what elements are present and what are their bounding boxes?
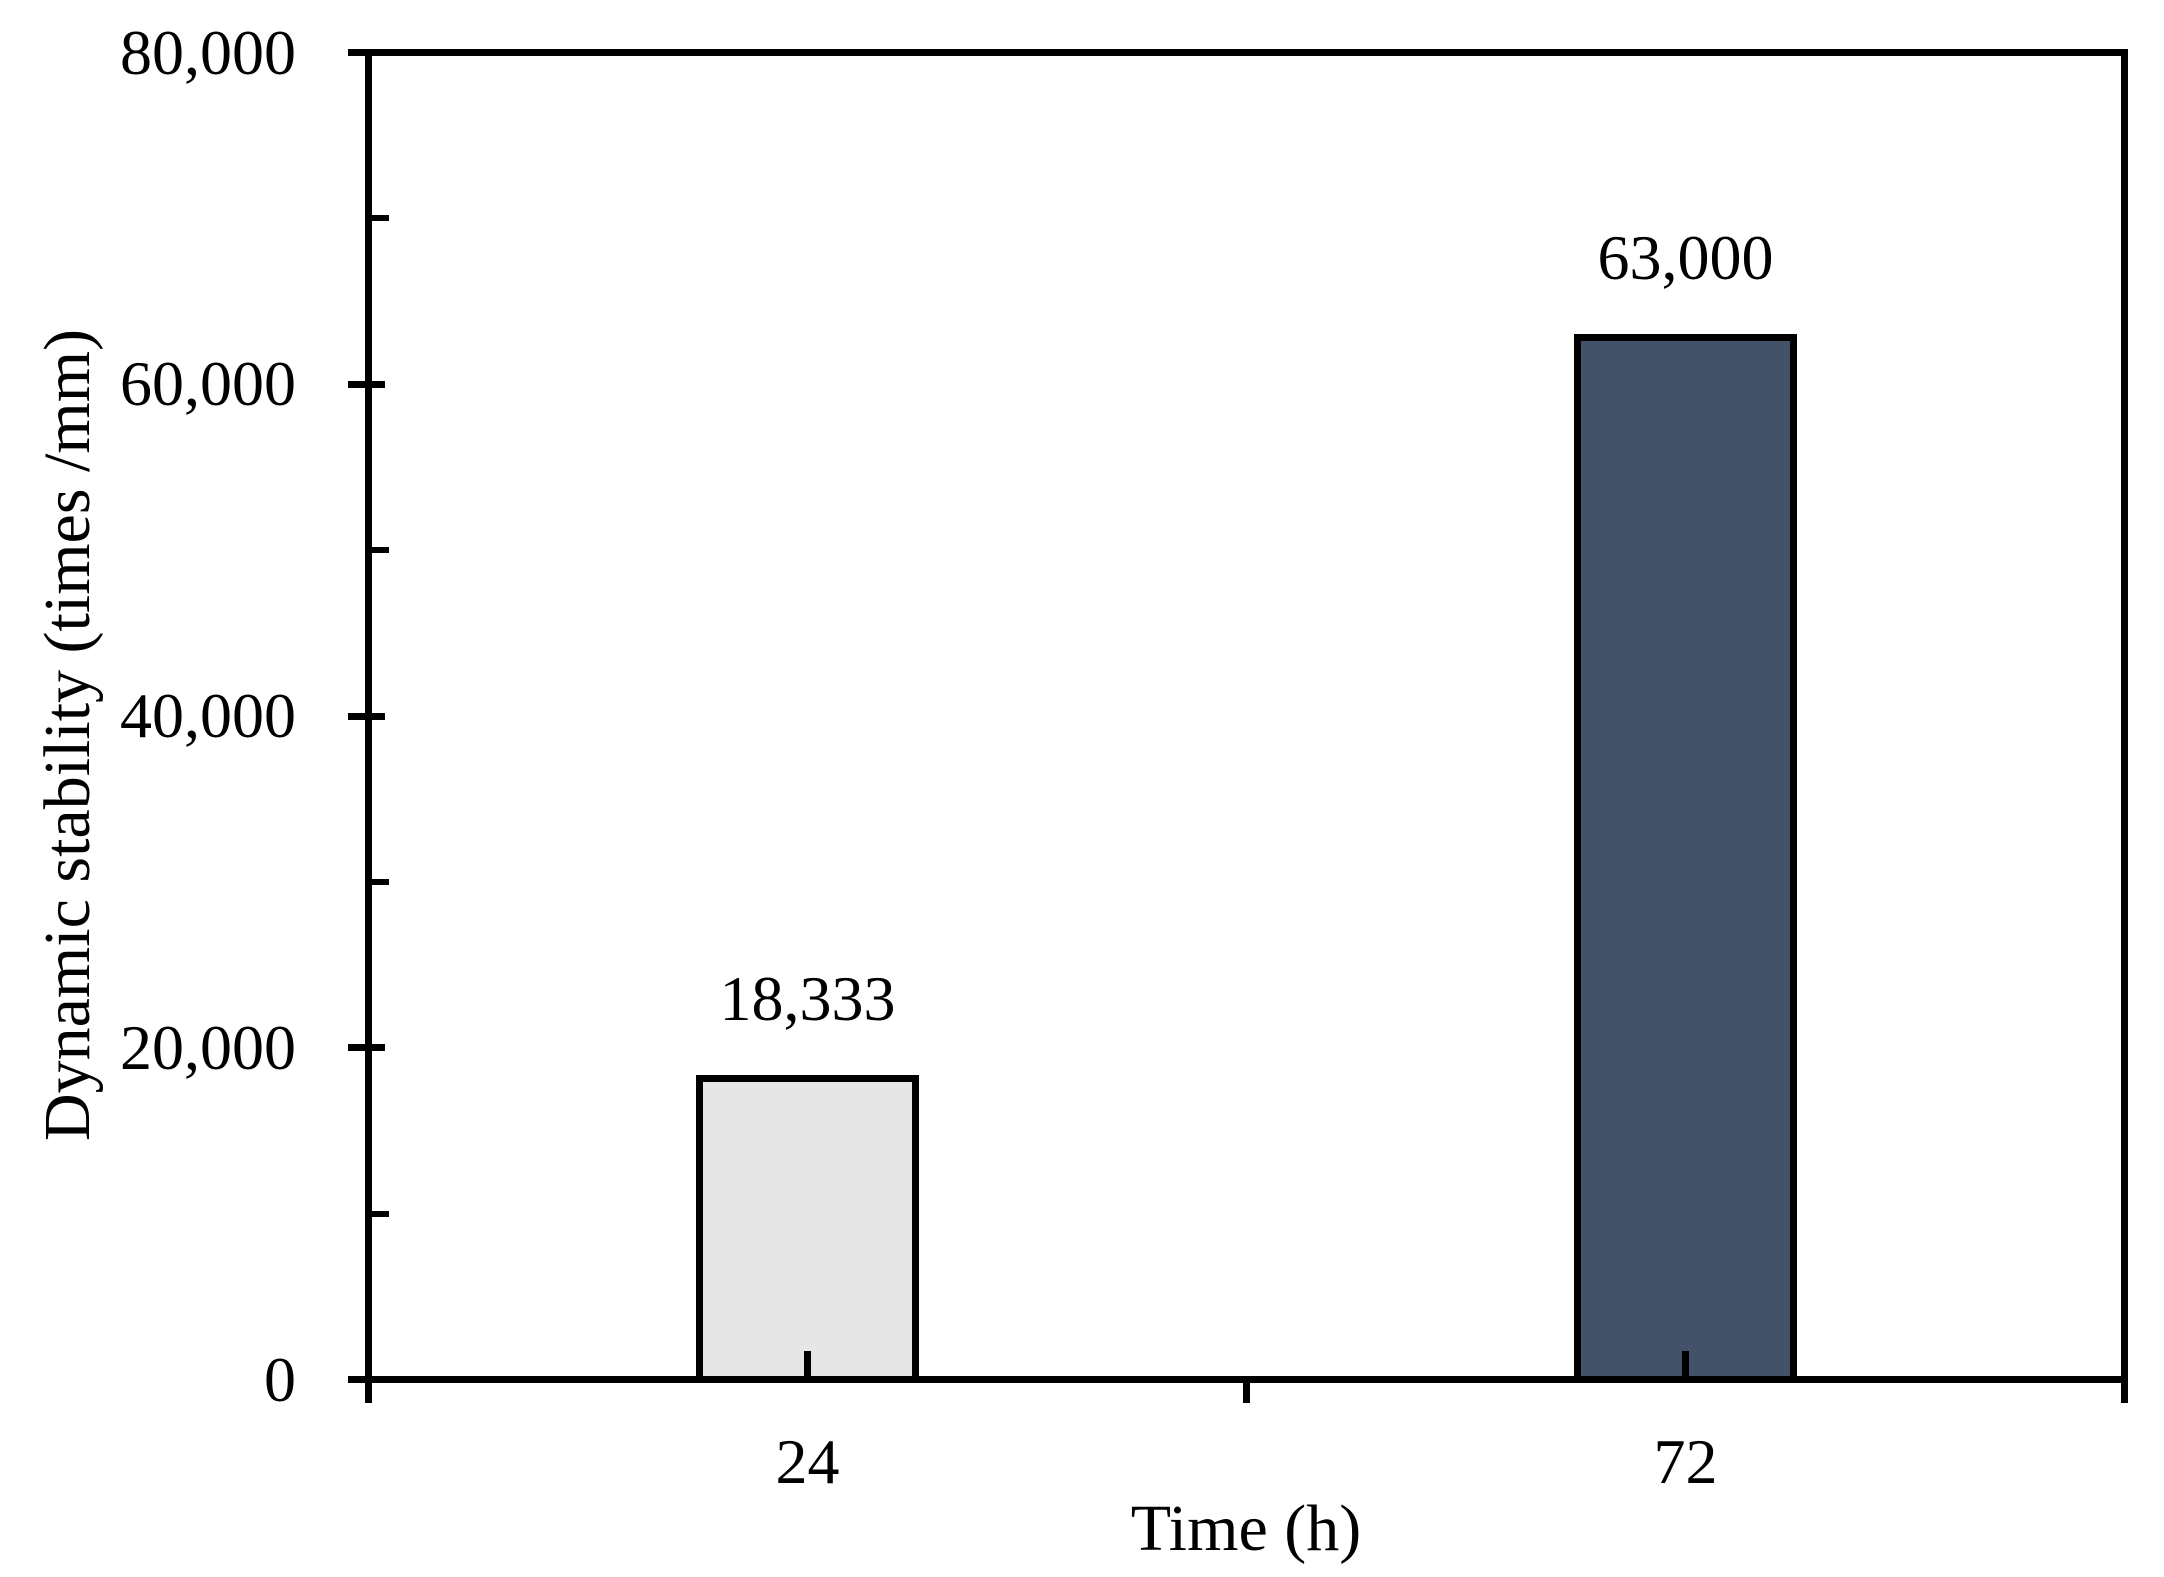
y-tick-label: 20,000 (120, 1011, 296, 1083)
bar-value-label: 18,333 (719, 963, 896, 1035)
x-major-tick (2121, 1380, 2128, 1403)
x-tick-label: 24 (775, 1426, 840, 1497)
x-minor-tick (1682, 1351, 1689, 1380)
y-minor-tick (368, 878, 389, 885)
y-tick-label: 80,000 (120, 16, 296, 88)
y-major-tick (348, 1376, 385, 1383)
x-major-tick (365, 1380, 372, 1403)
bar-24 (696, 1075, 919, 1383)
y-major-tick (348, 712, 385, 720)
plot-area (365, 49, 2128, 1383)
y-major-tick (348, 380, 385, 388)
y-minor-tick (368, 215, 389, 222)
y-major-tick (348, 49, 385, 56)
x-tick-label: 72 (1653, 1426, 1718, 1497)
x-axis-title: Time (h) (1130, 1492, 1362, 1565)
y-minor-tick (368, 547, 389, 554)
y-minor-tick (368, 1210, 389, 1217)
y-major-tick (348, 1044, 385, 1052)
y-tick-label: 0 (264, 1343, 296, 1415)
bar-value-label: 63,000 (1597, 222, 1774, 294)
y-tick-label: 40,000 (120, 680, 296, 751)
bar-72 (1574, 334, 1797, 1383)
x-minor-tick (804, 1351, 811, 1380)
y-tick-label: 60,000 (120, 348, 296, 420)
x-major-tick (1243, 1380, 1250, 1403)
